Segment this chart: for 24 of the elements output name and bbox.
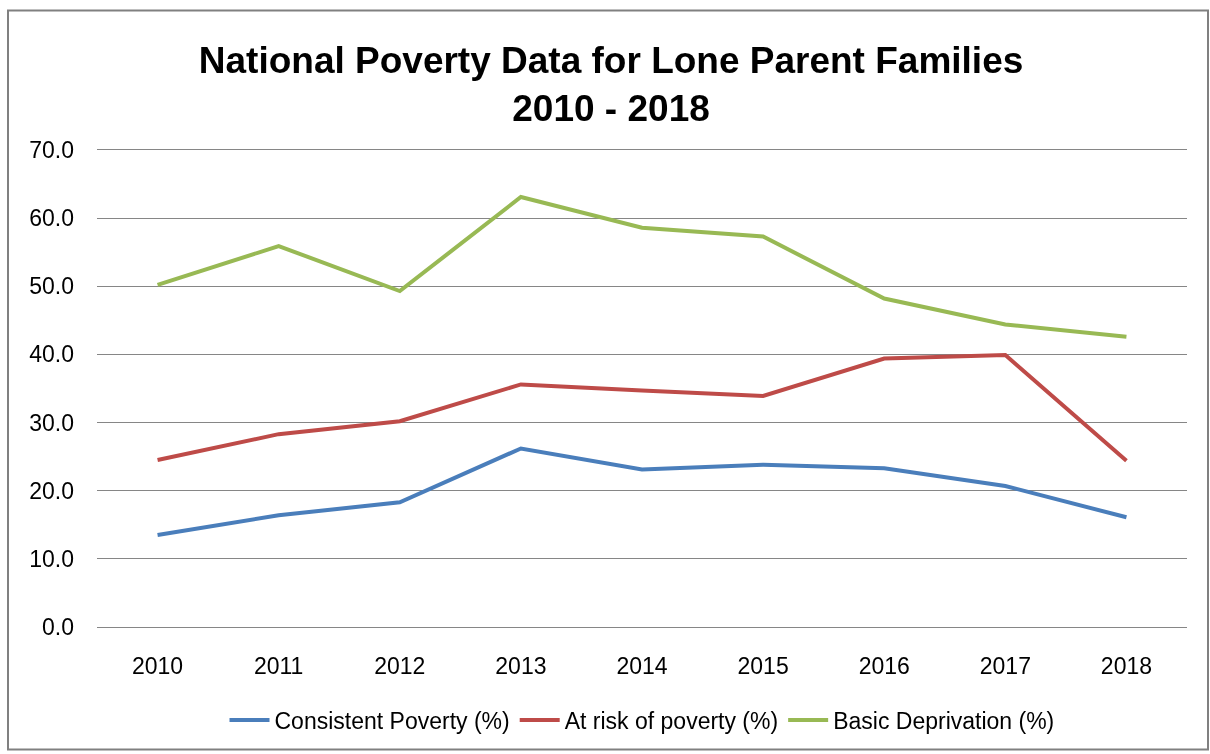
- y-tick-label: 40.0: [29, 341, 74, 368]
- legend-label: At risk of poverty (%): [564, 707, 779, 734]
- x-tick-label: 2018: [1100, 652, 1153, 679]
- x-tick-label: 2015: [737, 652, 789, 679]
- y-tick-label: 20.0: [29, 477, 74, 504]
- x-tick-label: 2017: [979, 652, 1031, 679]
- line-series: [155, 446, 1129, 538]
- y-tick-label: 30.0: [29, 409, 74, 436]
- line-series: [155, 195, 1129, 339]
- y-tick-label: 0.0: [42, 614, 74, 641]
- line-series: [155, 353, 1129, 463]
- y-tick-label: 60.0: [29, 205, 74, 232]
- x-tick-label: 2014: [616, 652, 668, 679]
- legend-label: Basic Deprivation (%): [833, 707, 1055, 734]
- x-tick-label: 2016: [858, 652, 910, 679]
- y-tick-label: 70.0: [29, 137, 74, 164]
- x-tick-label: 2012: [374, 652, 426, 679]
- legend-label: Consistent Poverty (%): [274, 707, 510, 734]
- y-tick-label: 10.0: [29, 545, 74, 572]
- y-tick-label: 50.0: [29, 273, 74, 300]
- chart-title: National Poverty Data for Lone Parent Families 2010 - 2018: [198, 40, 1024, 130]
- x-tick-label: 2013: [495, 652, 547, 679]
- x-tick-label: 2011: [253, 652, 304, 679]
- x-tick-label: 2010: [131, 652, 184, 679]
